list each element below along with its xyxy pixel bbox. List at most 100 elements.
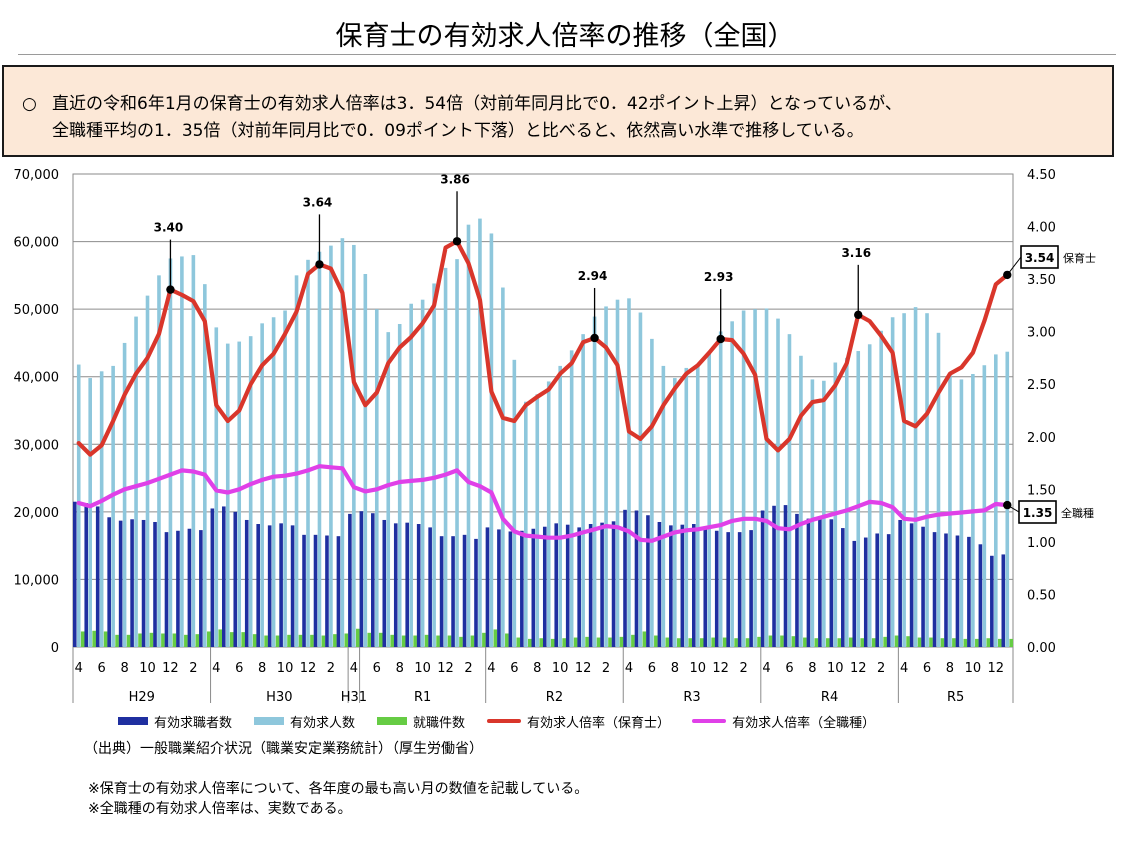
left-axis-tick-label: 40,000 bbox=[14, 371, 60, 386]
legend-label-ratio-all: 有効求人倍率（全職種） bbox=[732, 715, 876, 731]
bar-seekers bbox=[72, 501, 77, 647]
legend-item-ratio-hoikushi: 有効求人倍率（保育士） bbox=[487, 712, 670, 731]
bar-placements bbox=[631, 634, 635, 647]
bar-seekers bbox=[863, 537, 868, 647]
x-tick-label: 6 bbox=[98, 661, 106, 676]
bar-openings bbox=[535, 394, 540, 647]
bar-placements bbox=[172, 633, 177, 647]
bar-seekers bbox=[783, 505, 788, 647]
bar-placements bbox=[791, 636, 796, 647]
bar-placements bbox=[206, 631, 211, 647]
bar-seekers bbox=[267, 525, 272, 647]
x-tick-label: 8 bbox=[258, 661, 266, 676]
x-tick-label: 12 bbox=[437, 661, 454, 676]
bar-openings bbox=[329, 245, 333, 647]
bar-seekers bbox=[187, 528, 192, 647]
peak-marker bbox=[854, 310, 863, 320]
footnote-2: ※全職種の有効求人倍率は、実数である。 bbox=[88, 801, 352, 817]
bar-seekers bbox=[221, 506, 226, 647]
bar-placements bbox=[264, 635, 268, 647]
bar-openings bbox=[627, 298, 631, 647]
footnote-1: ※保育士の有効求人倍率について、各年度の最も高い月の数値を記載している。 bbox=[88, 781, 589, 797]
bar-seekers bbox=[244, 519, 249, 647]
right-axis-tick-label: 3.50 bbox=[1027, 273, 1056, 288]
legend-swatch-openings bbox=[254, 717, 285, 725]
bar-openings bbox=[673, 378, 677, 647]
bar-openings bbox=[615, 299, 620, 647]
x-tick-label: 2 bbox=[464, 661, 472, 676]
bar-seekers bbox=[393, 523, 398, 647]
bar-seekers bbox=[520, 530, 524, 647]
bar-placements bbox=[344, 633, 349, 647]
bar-placements bbox=[596, 637, 601, 647]
line-ratio-hoikushi bbox=[76, 239, 1010, 457]
bar-openings bbox=[1005, 351, 1010, 647]
legend-label-seekers: 有効求職者数 bbox=[154, 715, 233, 731]
x-tick-label: 4 bbox=[350, 661, 358, 676]
bar-placements bbox=[986, 638, 991, 647]
bar-seekers bbox=[1001, 554, 1006, 647]
bar-placements bbox=[333, 634, 337, 647]
bar-openings bbox=[730, 321, 734, 647]
bar-openings bbox=[317, 251, 322, 647]
legend-swatch-ratio-all bbox=[692, 719, 727, 723]
bar-seekers bbox=[279, 523, 283, 647]
bar-seekers bbox=[829, 519, 834, 647]
bar-openings bbox=[466, 224, 471, 647]
bar-placements bbox=[138, 633, 142, 647]
x-tick-label: 10 bbox=[965, 661, 982, 676]
bar-openings bbox=[982, 365, 987, 647]
bar-seekers bbox=[772, 505, 776, 647]
bar-placements bbox=[722, 637, 727, 647]
x-tick-label: 10 bbox=[689, 661, 706, 676]
bar-seekers bbox=[84, 503, 89, 647]
bar-openings bbox=[764, 308, 769, 647]
bar-seekers bbox=[841, 528, 845, 647]
bar-placements bbox=[608, 637, 612, 647]
summary-line-1: ○ 直近の令和6年1月の保育士の有効求人倍率は3．54倍（対前年同月比で0．42ポ… bbox=[22, 91, 1098, 118]
bar-openings bbox=[844, 357, 849, 647]
bar-placements bbox=[275, 635, 280, 647]
bar-openings bbox=[432, 283, 436, 647]
peak-marker bbox=[315, 260, 324, 269]
bar-placements bbox=[997, 638, 1002, 647]
x-tick-label: 2 bbox=[602, 661, 610, 676]
end-box-all bbox=[1018, 500, 1057, 524]
right-axis-tick-label: 1.00 bbox=[1027, 536, 1056, 551]
bar-openings bbox=[409, 303, 413, 647]
legend-item-seekers: 有効求職者数 bbox=[118, 712, 232, 731]
bar-openings bbox=[478, 218, 482, 647]
bar-seekers bbox=[932, 532, 937, 647]
bar-openings bbox=[248, 336, 253, 647]
bar-openings bbox=[237, 341, 242, 647]
bar-seekers bbox=[153, 521, 157, 647]
bar-openings bbox=[902, 313, 906, 647]
bar-seekers bbox=[669, 525, 673, 647]
bar-openings bbox=[833, 362, 838, 647]
bar-openings bbox=[386, 332, 391, 647]
bar-seekers bbox=[646, 515, 650, 647]
x-tick-label: 2 bbox=[189, 661, 197, 676]
bar-seekers bbox=[348, 513, 352, 647]
bar-placements bbox=[871, 638, 876, 647]
bar-placements bbox=[585, 636, 589, 647]
bar-seekers bbox=[806, 518, 811, 647]
bar-openings bbox=[283, 310, 287, 647]
x-tick-label: 4 bbox=[212, 661, 220, 676]
bar-openings bbox=[455, 259, 459, 647]
bar-seekers bbox=[886, 534, 891, 647]
source-note: （出典）一般職業紹介状況（職業安定業務統計）（厚生労働省） bbox=[84, 741, 483, 757]
summary-text-2: 全職種平均の1．35倍（対前年同月比で0．09ポイント下落）と比べると、依然高い… bbox=[52, 121, 864, 141]
bar-seekers bbox=[164, 532, 169, 647]
bar-placements bbox=[642, 631, 647, 647]
bar-placements bbox=[195, 634, 200, 647]
right-axis-tick-label: 3.00 bbox=[1027, 326, 1056, 341]
left-axis-tick-label: 70,000 bbox=[14, 168, 60, 183]
bar-placements bbox=[883, 636, 887, 647]
x-tick-label: 12 bbox=[575, 661, 592, 676]
bar-openings bbox=[822, 380, 826, 647]
bar-placements bbox=[310, 634, 314, 647]
bar-openings bbox=[879, 330, 883, 647]
bar-openings bbox=[122, 342, 127, 647]
end-leader-hoikushi bbox=[1006, 256, 1022, 276]
